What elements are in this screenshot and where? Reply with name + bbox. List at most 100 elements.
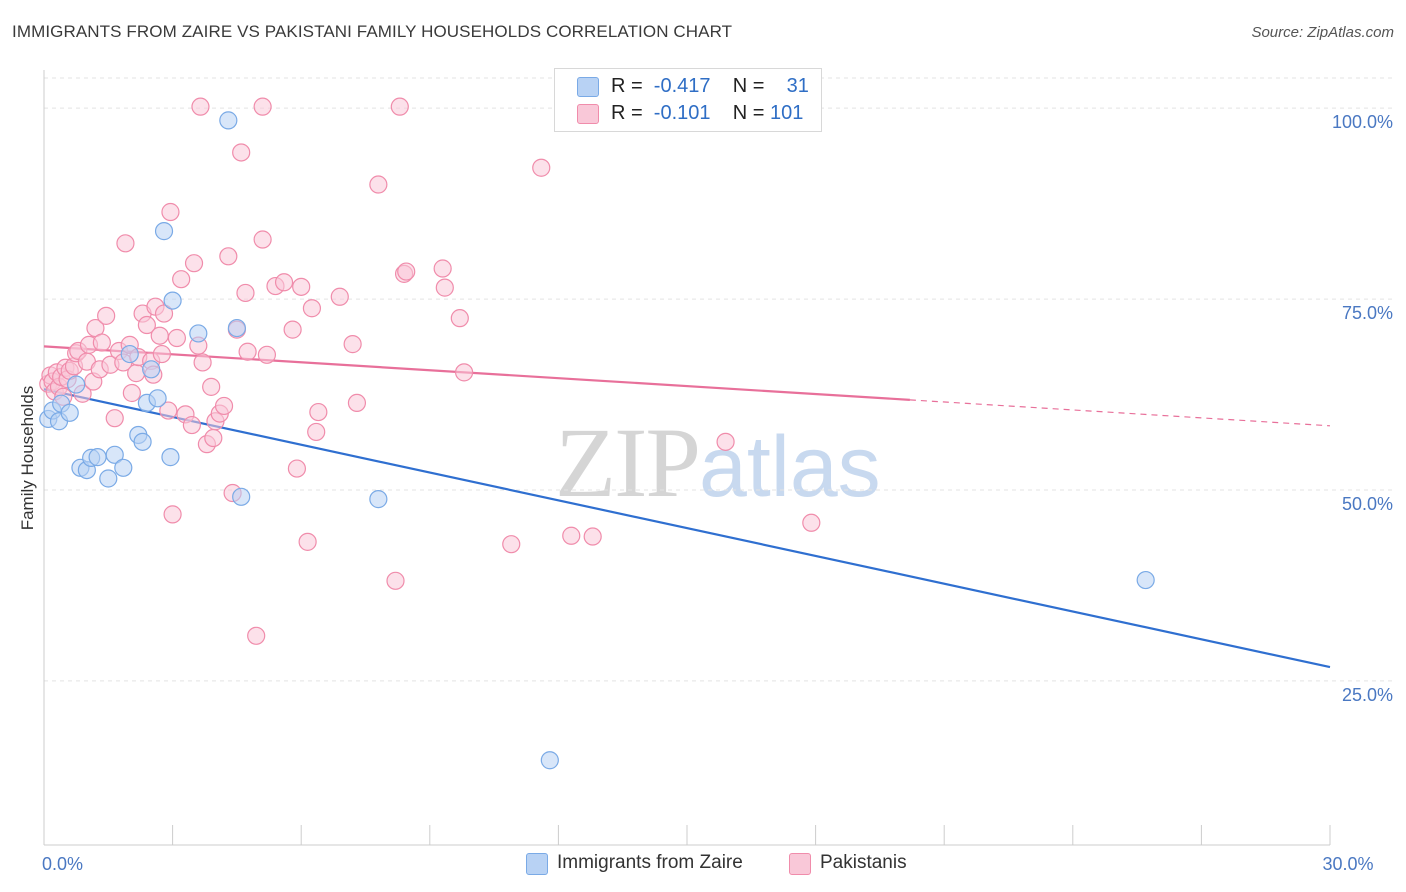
point-pakistanis [137,315,156,335]
legend-swatch-pakistanis [577,104,599,124]
point-zaire [369,490,388,509]
point-zaire [540,751,559,770]
x-tick-label: 0.0% [42,854,83,874]
point-pakistanis [386,571,405,590]
point-pakistanis [287,459,307,478]
point-zaire [219,111,238,130]
point-zaire [60,403,79,422]
point-pakistanis [716,432,735,451]
y-tick-label: 25.0% [1342,685,1393,705]
trend-line-0 [43,388,1331,669]
point-pakistanis [191,97,210,116]
bottom-legend-label-pakistanis: Pakistanis [820,852,907,873]
stats-legend: R = -0.417 N = 31 R = -0.101 N = 101 [554,68,822,132]
point-pakistanis [532,158,551,177]
point-pakistanis [92,333,111,352]
point-zaire [227,318,246,338]
point-zaire [105,445,124,464]
point-pakistanis [309,402,328,422]
point-pakistanis [122,383,141,403]
point-pakistanis [152,344,171,364]
y-tick-label: 75.0% [1342,303,1393,323]
legend-swatch-zaire [577,77,599,97]
point-pakistanis [292,277,311,296]
point-pakistanis [274,273,294,292]
point-zaire [114,458,133,477]
point-zaire [154,222,174,241]
point-pakistanis [450,309,469,328]
data-points [39,97,1155,770]
point-pakistanis [562,526,581,545]
point-pakistanis [184,254,204,273]
point-pakistanis [307,422,326,442]
point-pakistanis [302,299,322,318]
point-zaire [99,469,118,488]
point-pakistanis [159,401,178,420]
point-pakistanis [397,262,416,281]
point-pakistanis [193,353,212,372]
point-pakistanis [172,270,191,289]
point-zaire [133,432,152,451]
watermark-zip: ZIP [555,407,701,518]
point-pakistanis [253,97,272,116]
trend-line-ext-1 [909,399,1331,427]
point-pakistanis [219,247,238,266]
point-zaire [120,344,139,364]
trend-line-1 [43,345,910,401]
point-pakistanis [454,363,474,382]
point-pakistanis [150,326,169,345]
point-pakistanis [154,304,174,323]
point-pakistanis [97,306,116,325]
point-zaire [1136,570,1155,590]
chart-title: IMMIGRANTS FROM ZAIRE VS PAKISTANI FAMIL… [12,22,733,41]
point-pakistanis [298,532,317,551]
point-pakistanis [583,527,602,546]
point-zaire [142,360,161,379]
point-pakistanis [238,342,257,361]
point-pakistanis [369,175,388,194]
chart-source: Source: ZipAtlas.com [1251,24,1394,41]
axes [43,70,1331,846]
x-tick-label: 30.0% [1322,854,1373,874]
point-pakistanis [214,396,234,416]
point-pakistanis [283,320,302,339]
point-pakistanis [390,97,409,116]
point-zaire [67,375,86,394]
bottom-legend-swatch-zaire [526,853,548,875]
point-pakistanis [343,335,362,354]
bottom-legend-label-zaire: Immigrants from Zaire [557,852,743,873]
point-pakistanis [161,202,180,222]
tick-labels: 25.0% 50.0% 75.0% 100.0% 0.0% 30.0% [42,112,1393,874]
point-pakistanis [435,278,454,297]
point-pakistanis [202,377,221,396]
point-pakistanis [204,428,223,448]
y-tick-label: 50.0% [1342,494,1393,514]
point-zaire [232,487,251,506]
point-zaire [189,324,208,343]
point-pakistanis [163,505,182,524]
point-zaire [148,389,167,408]
point-zaire [161,448,180,467]
legend-stats-pakistanis: R = -0.101 N = 101 [611,102,804,124]
bottom-legend-swatch-pakistanis [789,853,811,875]
point-zaire [88,448,107,467]
point-pakistanis [236,283,255,303]
legend-stats-zaire: R = -0.417 N = 31 [611,75,809,97]
point-pakistanis [167,328,186,348]
point-pakistanis [330,287,349,306]
point-zaire [163,291,182,310]
trend-lines [43,345,1331,669]
point-pakistanis [247,626,266,645]
point-pakistanis [433,259,452,278]
point-pakistanis [105,409,124,428]
point-pakistanis [182,415,201,435]
point-pakistanis [116,234,135,253]
point-pakistanis [502,535,521,554]
point-pakistanis [257,345,277,364]
point-pakistanis [802,513,821,532]
point-pakistanis [127,364,146,383]
point-pakistanis [253,230,272,249]
point-pakistanis [347,393,367,413]
grid-lines [44,77,1392,682]
